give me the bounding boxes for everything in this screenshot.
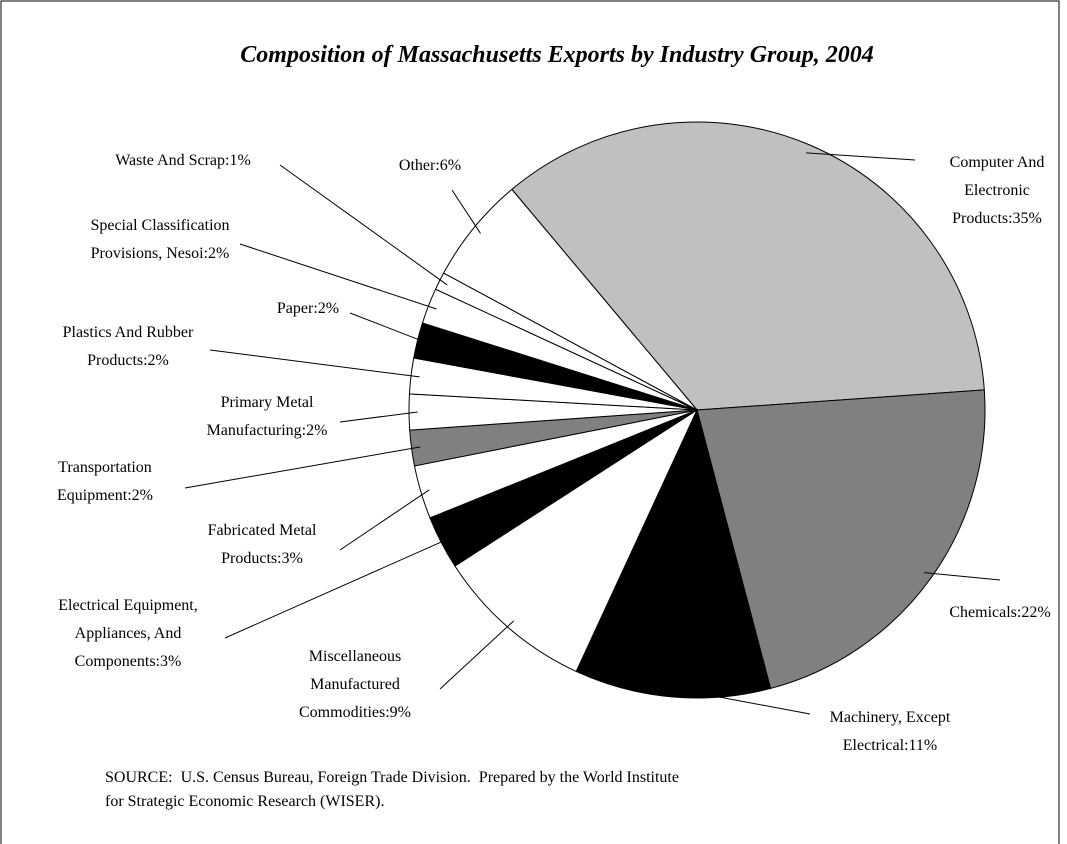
slice-label: Chemicals:22% bbox=[949, 604, 1050, 621]
leader-line bbox=[672, 687, 811, 715]
slice-label: Machinery, Except Electrical:11% bbox=[830, 709, 951, 754]
slice-label: Transportation Equipment:2% bbox=[57, 459, 153, 504]
slice-label: Computer And Electronic Products:35% bbox=[950, 154, 1045, 227]
slice-label: Miscellaneous Manufactured Commodities:9% bbox=[299, 648, 411, 721]
slice-label: Special Classification Provisions, Nesoi:… bbox=[90, 217, 229, 262]
pie-slice bbox=[696, 389, 986, 690]
source-line: for Strategic Economic Research (WISER). bbox=[105, 793, 384, 810]
leader-line bbox=[184, 446, 421, 489]
leader-line bbox=[439, 620, 515, 690]
slice-label: Other:6% bbox=[399, 157, 461, 174]
slice-label: Electrical Equipment, Appliances, And Comp… bbox=[58, 597, 198, 670]
leader-line bbox=[924, 572, 1001, 581]
slice-label: Paper:2% bbox=[277, 300, 339, 317]
leader-line bbox=[239, 243, 437, 310]
leader-line bbox=[451, 189, 481, 234]
slice-label: Plastics And Rubber Products:2% bbox=[63, 324, 194, 369]
leader-line bbox=[806, 152, 916, 161]
source-line: SOURCE: U.S. Census Bureau, Foreign Trad… bbox=[105, 769, 679, 786]
slice-label: Waste And Scrap:1% bbox=[115, 152, 251, 169]
leader-line bbox=[339, 489, 430, 551]
leader-line bbox=[209, 349, 420, 378]
pie-slice bbox=[454, 408, 699, 673]
leader-line bbox=[224, 538, 450, 639]
pie-slice bbox=[575, 408, 772, 699]
pie-slice bbox=[442, 188, 698, 411]
pie-slice bbox=[511, 121, 985, 411]
leader-line bbox=[339, 411, 418, 423]
slice-label: Fabricated Metal Products:3% bbox=[208, 522, 317, 567]
leader-line bbox=[349, 312, 427, 343]
leader-line bbox=[279, 164, 448, 286]
chart-title: Composition of Massachusetts Exports by … bbox=[240, 42, 873, 68]
slice-label: Primary Metal Manufacturing:2% bbox=[207, 394, 328, 439]
